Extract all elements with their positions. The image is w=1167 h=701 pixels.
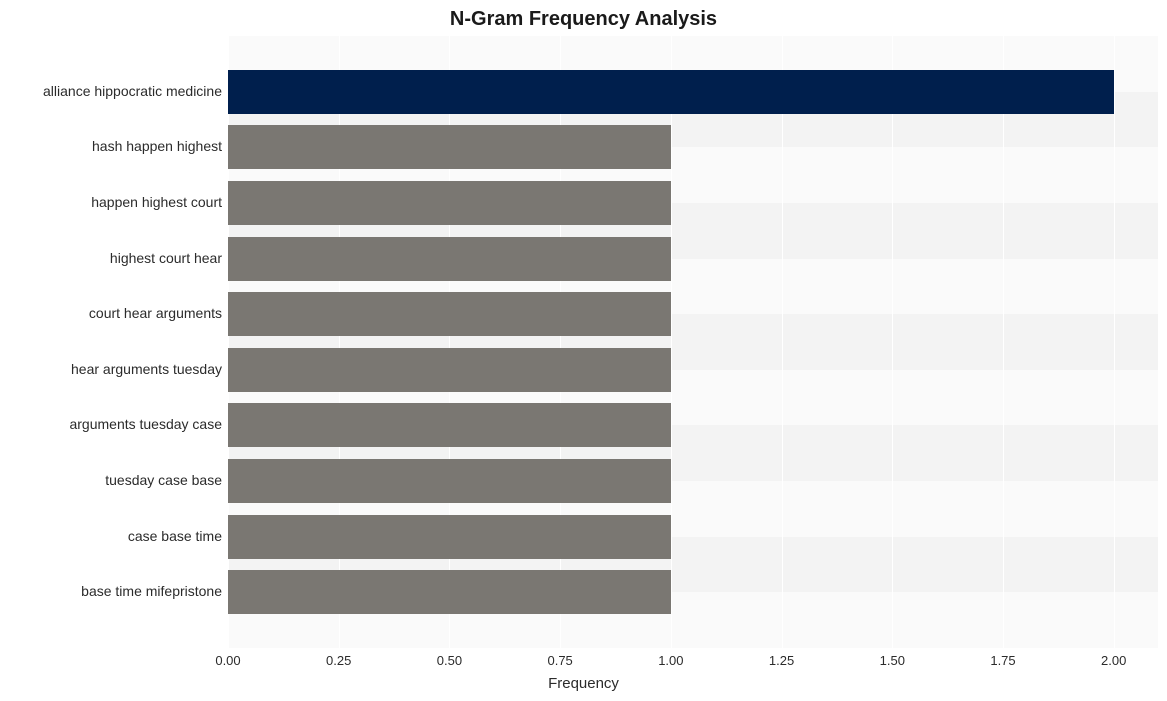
x-tick-label: 1.75 [990, 653, 1015, 668]
bar [228, 237, 671, 281]
y-tick-label: hear arguments tuesday [2, 361, 222, 377]
bar [228, 459, 671, 503]
bar [228, 181, 671, 225]
grid-line [1003, 36, 1004, 648]
chart-title: N-Gram Frequency Analysis [0, 8, 1167, 31]
bar-fill [228, 70, 1114, 114]
plot-area [228, 36, 1158, 648]
bar [228, 515, 671, 559]
x-tick-label: 0.75 [547, 653, 572, 668]
y-tick-label: tuesday case base [2, 472, 222, 488]
grid-line [671, 36, 672, 648]
bar-fill [228, 403, 671, 447]
bar [228, 348, 671, 392]
y-tick-label: court hear arguments [2, 305, 222, 321]
grid-line [892, 36, 893, 648]
y-tick-label: hash happen highest [2, 138, 222, 154]
grid-line [782, 36, 783, 648]
bar [228, 292, 671, 336]
y-tick-label: arguments tuesday case [2, 416, 222, 432]
bar [228, 70, 1114, 114]
bar-fill [228, 237, 671, 281]
bar-fill [228, 125, 671, 169]
y-tick-label: alliance hippocratic medicine [2, 83, 222, 99]
y-tick-label: happen highest court [2, 194, 222, 210]
x-tick-label: 2.00 [1101, 653, 1126, 668]
y-tick-label: case base time [2, 528, 222, 544]
x-tick-label: 1.25 [769, 653, 794, 668]
bar-fill [228, 292, 671, 336]
x-tick-label: 1.00 [658, 653, 683, 668]
grid-line [1114, 36, 1115, 648]
bar-fill [228, 515, 671, 559]
bar-fill [228, 570, 671, 614]
bar-fill [228, 459, 671, 503]
x-tick-label: 1.50 [880, 653, 905, 668]
x-tick-label: 0.00 [215, 653, 240, 668]
y-tick-label: highest court hear [2, 250, 222, 266]
bar [228, 125, 671, 169]
ngram-frequency-chart: N-Gram Frequency Analysis Frequency 0.00… [0, 0, 1167, 701]
y-tick-label: base time mifepristone [2, 583, 222, 599]
bar [228, 403, 671, 447]
x-tick-label: 0.50 [437, 653, 462, 668]
x-tick-label: 0.25 [326, 653, 351, 668]
bar [228, 570, 671, 614]
bar-fill [228, 348, 671, 392]
bar-fill [228, 181, 671, 225]
x-axis-label: Frequency [0, 675, 1167, 692]
